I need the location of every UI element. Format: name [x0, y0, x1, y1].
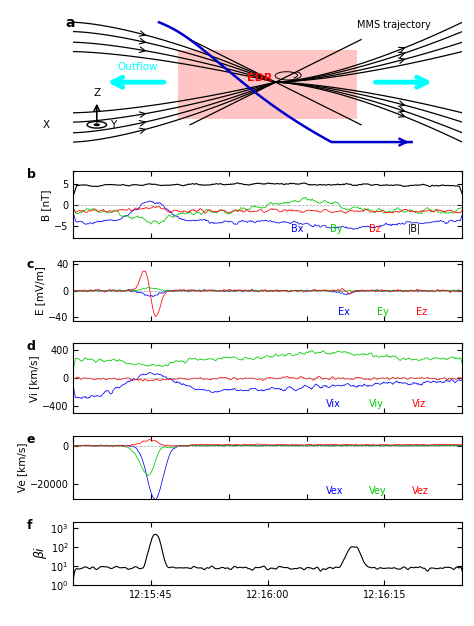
Y-axis label: Ve [km/s]: Ve [km/s] [17, 443, 27, 493]
Text: Outflow: Outflow [117, 61, 158, 71]
Text: Ey: Ey [377, 307, 389, 317]
Text: Viz: Viz [411, 399, 426, 409]
Y-axis label: B [nT]: B [nT] [41, 189, 52, 220]
Circle shape [94, 124, 99, 126]
Bar [178, 50, 357, 120]
Text: b: b [27, 168, 36, 181]
Text: Bz: Bz [369, 224, 381, 234]
Text: Ex: Ex [338, 307, 350, 317]
Text: e: e [27, 433, 36, 446]
Text: c: c [27, 258, 34, 271]
Text: Y: Y [110, 120, 117, 130]
Text: Vez: Vez [411, 486, 428, 496]
Text: Ez: Ez [416, 307, 427, 317]
Text: Viy: Viy [369, 399, 384, 409]
Y-axis label: βi: βi [35, 548, 47, 560]
Text: EDR: EDR [247, 73, 273, 83]
Text: f: f [27, 519, 32, 532]
Y-axis label: E [mV/m]: E [mV/m] [36, 266, 46, 315]
Text: MMS trajectory: MMS trajectory [357, 19, 431, 29]
Text: Vix: Vix [326, 399, 341, 409]
Text: By: By [330, 224, 343, 234]
Text: Vex: Vex [326, 486, 344, 496]
Text: d: d [27, 340, 36, 353]
Text: |B|: |B| [408, 223, 421, 234]
Text: Z: Z [93, 88, 100, 98]
Y-axis label: Vi [km/s]: Vi [km/s] [29, 355, 39, 402]
Text: Bx: Bx [291, 224, 304, 234]
Text: Vey: Vey [369, 486, 386, 496]
Text: a: a [66, 16, 75, 29]
Text: X: X [43, 120, 50, 130]
